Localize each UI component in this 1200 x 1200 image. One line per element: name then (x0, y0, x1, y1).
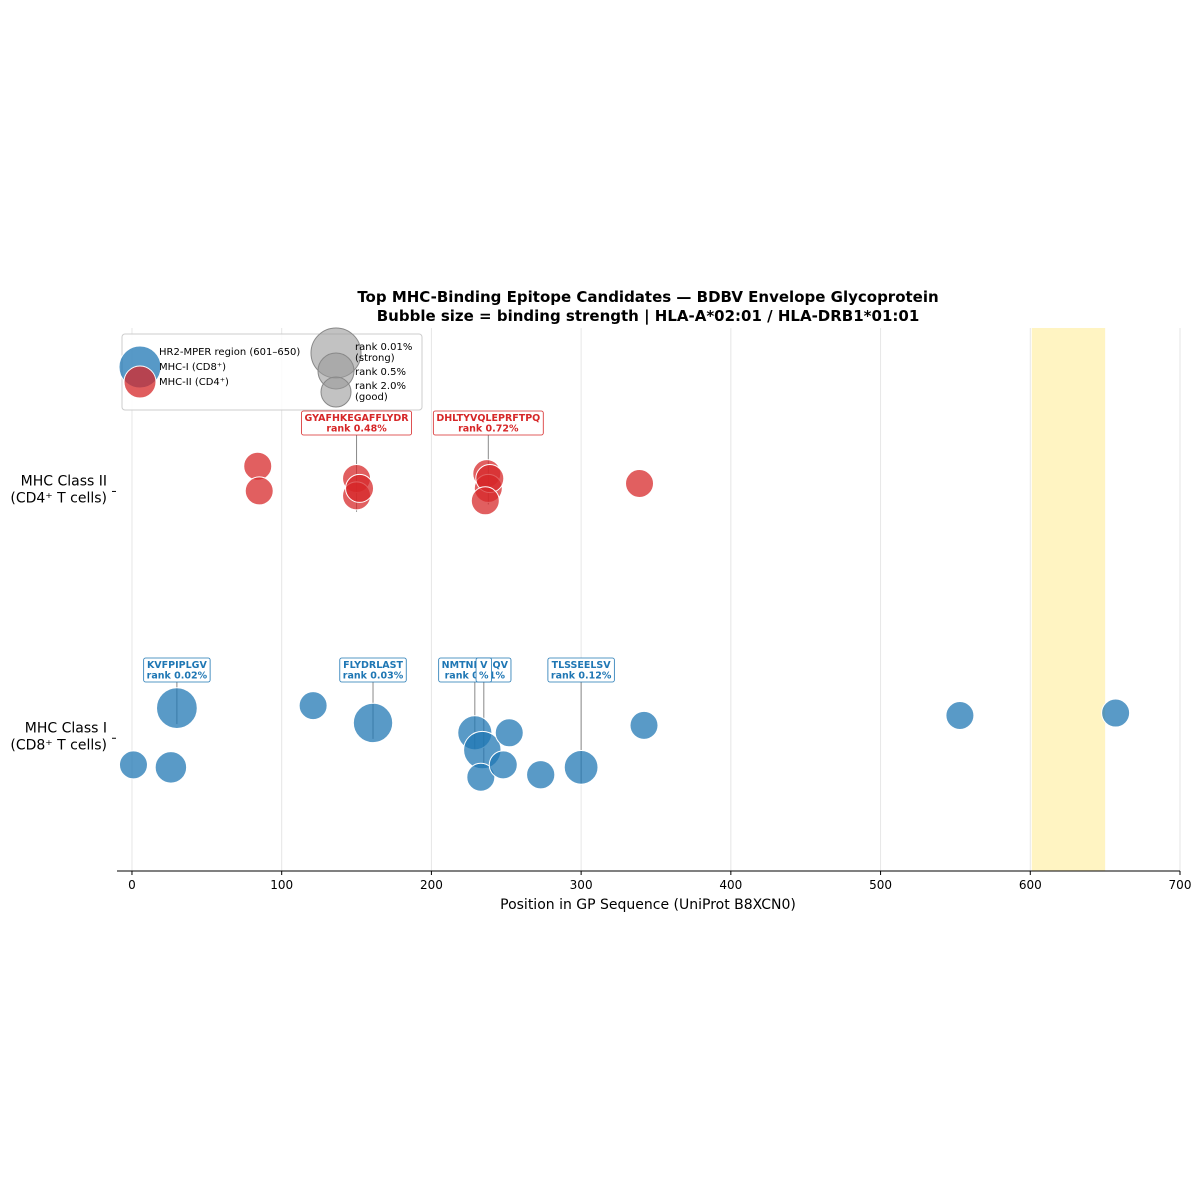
mhc-i-bubble (488, 750, 518, 780)
legend-label-region: HR2-MPER region (601–650) (159, 347, 300, 358)
annotation-peptide: GYAFHKEGAFFLYDR (305, 413, 410, 424)
annotation-rank: rank 0.12% (551, 671, 612, 682)
chart-title-line1: Top MHC-Binding Epitope Candidates — BDB… (357, 288, 938, 306)
legend-size-strong-sublabel: (strong) (355, 353, 395, 364)
annotation-rank: % (479, 671, 489, 682)
x-tick-label: 400 (719, 878, 742, 892)
mhc-i-bubble (563, 749, 599, 785)
legend-mhc-ii-marker (123, 365, 157, 399)
mhc-i-bubble (466, 762, 496, 792)
annotation-box (301, 410, 412, 436)
annotation-rank: rank 0.72% (458, 424, 519, 435)
mhc-i-bubble (298, 691, 328, 721)
mhc-ii-bubble (244, 476, 274, 506)
mhc-i-bubble (118, 750, 148, 780)
hr2-mper-region-band (1031, 328, 1106, 871)
annotation-peptide: FLYDRLAST (343, 660, 403, 671)
legend-label-mhc-i: MHC-I (CD8⁺) (159, 362, 226, 373)
y-category-sublabel: (CD4⁺ T cells) (10, 490, 107, 506)
annotation-peptide: V (480, 660, 488, 671)
annotation-box (432, 410, 544, 436)
annotation-box (339, 657, 407, 683)
mhc-i-bubble (1101, 698, 1131, 728)
legend-size-strong-label: rank 0.01% (355, 342, 412, 353)
x-axis-label: Position in GP Sequence (UniProt B8XCN0) (500, 897, 796, 913)
annotation-peptide: DHLTYVQLEPRFTPQ (436, 413, 540, 424)
annotation-rank: rank 0.11% (445, 671, 506, 682)
mhc-i-bubble (154, 751, 188, 784)
annotation-peptide: TLSSEELSV (552, 660, 612, 671)
x-tick-label: 600 (1019, 878, 1042, 892)
points-layer (118, 451, 1131, 792)
x-tick-label: 300 (570, 878, 593, 892)
epitope-annotation: V% (475, 657, 492, 683)
annotation-peptide: KVFPIPLGV (147, 660, 208, 671)
annotation-box (547, 657, 615, 683)
x-tick-label: 200 (420, 878, 443, 892)
legend-label-mhc-ii: MHC-II (CD4⁺) (159, 377, 229, 388)
annotation-rank: rank 0.02% (147, 671, 208, 682)
mhc-i-bubble (156, 687, 198, 729)
chart-title-line2: Bubble size = binding strength | HLA-A*0… (377, 307, 920, 326)
y-category-label: MHC Class I (25, 720, 107, 736)
annotation-box (475, 657, 492, 683)
x-tick-label: 500 (869, 878, 892, 892)
axes-layer: 0 100 200 300 400 500 600 700 MHC Class II(CD4⁺ … (10, 473, 1191, 892)
mhc-ii-bubble (345, 473, 375, 503)
y-category-sublabel: (CD8⁺ T cells) (10, 737, 107, 753)
legend-size-good-label: rank 2.0% (355, 381, 406, 392)
legend-size-good-sublabel: (good) (355, 392, 388, 403)
mhc-i-bubble (526, 760, 556, 790)
legend-size-mid-label: rank 0.5% (355, 367, 406, 378)
mhc-i-bubble (629, 710, 659, 740)
mhc-i-bubble (494, 718, 524, 748)
annotation-rank: rank 0.48% (326, 424, 387, 435)
grid-layer (131, 328, 1181, 871)
mhc-i-bubble (352, 702, 394, 744)
mhc-ii-bubble (470, 486, 500, 516)
x-tick-label: 0 (128, 878, 136, 892)
mhc-ii-bubble (625, 468, 655, 498)
mhc-i-bubble (945, 701, 975, 731)
y-category-label: MHC Class II (21, 473, 107, 489)
legend-size-good-marker (320, 376, 352, 408)
x-tick-label: 100 (270, 878, 293, 892)
mhc-ii-bubble (243, 451, 273, 481)
annotation-peptide: NMTNFLFQV (442, 660, 509, 671)
x-tick-label: 700 (1169, 878, 1192, 892)
annotation-box (438, 657, 512, 683)
legend: HR2-MPER region (601–650) MHC-I (CD8⁺) M… (118, 327, 423, 411)
annotation-rank: rank 0.03% (343, 671, 404, 682)
annotation-box (143, 657, 211, 683)
